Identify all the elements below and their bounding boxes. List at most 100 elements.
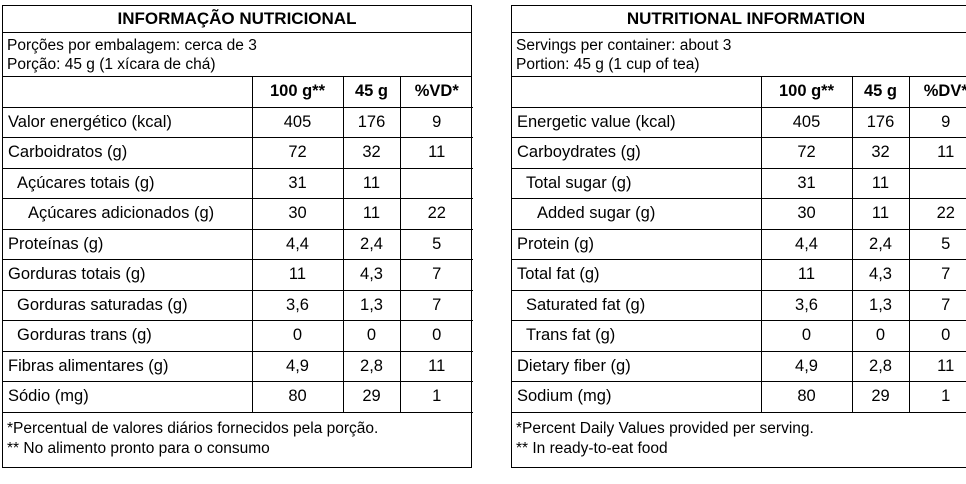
panel-title: INFORMAÇÃO NUTRICIONAL — [3, 6, 471, 33]
nutrient-name: Açúcares adicionados (g) — [3, 198, 253, 230]
daily-value-percent: 11 — [908, 350, 966, 382]
value-per-portion: 0 — [851, 320, 910, 352]
value-per-100g: 11 — [760, 259, 853, 291]
value-per-100g: 405 — [251, 106, 344, 138]
value-per-portion: 0 — [342, 320, 401, 352]
value-per-portion: 4,3 — [851, 259, 910, 291]
daily-value-percent: 22 — [399, 198, 473, 230]
nutrient-name: Gorduras totais (g) — [3, 259, 253, 291]
value-per-portion: 11 — [851, 198, 910, 230]
nutrient-row: Trans fat (g) 0 0 0 — [512, 320, 966, 352]
nutrient-name: Sodium (mg) — [512, 381, 762, 413]
nutrient-name: Total fat (g) — [512, 259, 762, 291]
servings-info: Porções por embalagem: cerca de 3 Porção… — [3, 33, 471, 77]
header-daily-value: %VD* — [399, 77, 473, 108]
value-per-portion: 11 — [342, 198, 401, 230]
servings-per-container: Servings per container: about 3 — [516, 37, 732, 54]
value-per-100g: 405 — [760, 106, 853, 138]
header-nutrient — [512, 77, 762, 108]
value-per-portion: 176 — [851, 106, 910, 138]
value-per-portion: 32 — [851, 137, 910, 169]
nutrient-row: Valor energético (kcal) 405 176 9 — [3, 106, 473, 138]
footnote-daily-value: *Percentual de valores diários fornecido… — [7, 419, 379, 437]
daily-value-percent: 11 — [908, 137, 966, 169]
daily-value-percent: 11 — [399, 137, 473, 169]
header-nutrient — [3, 77, 253, 108]
value-per-portion: 2,8 — [851, 350, 910, 382]
footnote-ready-to-eat: ** No alimento pronto para o consumo — [7, 439, 270, 457]
daily-value-percent: 0 — [399, 320, 473, 352]
daily-value-percent: 11 — [399, 350, 473, 382]
daily-value-percent: 1 — [908, 381, 966, 413]
value-per-portion: 4,3 — [342, 259, 401, 291]
value-per-portion: 11 — [851, 167, 910, 199]
header-row: 100 g** 45 g %VD* — [3, 77, 473, 108]
panel-title: NUTRITIONAL INFORMATION — [512, 6, 966, 33]
nutrient-name: Dietary fiber (g) — [512, 350, 762, 382]
value-per-portion: 176 — [342, 106, 401, 138]
daily-value-percent: 7 — [399, 259, 473, 291]
footnote-ready-to-eat: ** In ready-to-eat food — [516, 439, 668, 457]
nutrition-table: 100 g** 45 g %DV* Energetic value (kcal)… — [512, 77, 966, 413]
nutrient-name: Trans fat (g) — [512, 320, 762, 352]
nutrient-name: Carboydrates (g) — [512, 137, 762, 169]
nutrient-row: Total sugar (g) 31 11 — [512, 167, 966, 199]
header-per-portion: 45 g — [851, 77, 910, 108]
nutrition-panel-english: NUTRITIONAL INFORMATION Servings per con… — [511, 5, 966, 468]
footnotes: *Percent Daily Values provided per servi… — [512, 413, 966, 467]
nutrient-name: Total sugar (g) — [512, 167, 762, 199]
nutrient-row: Added sugar (g) 30 11 22 — [512, 198, 966, 230]
nutrient-row: Saturated fat (g) 3,6 1,3 7 — [512, 289, 966, 321]
nutrient-row: Açúcares totais (g) 31 11 — [3, 167, 473, 199]
value-per-100g: 0 — [760, 320, 853, 352]
daily-value-percent: 22 — [908, 198, 966, 230]
nutrient-row: Fibras alimentares (g) 4,9 2,8 11 — [3, 350, 473, 382]
nutrient-row: Carboidratos (g) 72 32 11 — [3, 137, 473, 169]
daily-value-percent — [908, 167, 966, 199]
value-per-100g: 4,4 — [760, 228, 853, 260]
value-per-portion: 11 — [342, 167, 401, 199]
servings-per-container: Porções por embalagem: cerca de 3 — [7, 37, 257, 54]
value-per-100g: 31 — [251, 167, 344, 199]
nutrient-row: Protein (g) 4,4 2,4 5 — [512, 228, 966, 260]
value-per-100g: 4,9 — [251, 350, 344, 382]
nutrient-row: Dietary fiber (g) 4,9 2,8 11 — [512, 350, 966, 382]
nutrient-row: Sodium (mg) 80 29 1 — [512, 381, 966, 413]
value-per-100g: 4,4 — [251, 228, 344, 260]
value-per-portion: 2,4 — [342, 228, 401, 260]
nutrition-table: 100 g** 45 g %VD* Valor energético (kcal… — [3, 77, 473, 413]
nutrient-name: Sódio (mg) — [3, 381, 253, 413]
value-per-100g: 4,9 — [760, 350, 853, 382]
value-per-100g: 31 — [760, 167, 853, 199]
value-per-100g: 3,6 — [760, 289, 853, 321]
nutrient-row: Proteínas (g) 4,4 2,4 5 — [3, 228, 473, 260]
daily-value-percent: 5 — [908, 228, 966, 260]
nutrient-name: Valor energético (kcal) — [3, 106, 253, 138]
value-per-100g: 72 — [251, 137, 344, 169]
portion-size: Portion: 45 g (1 cup of tea) — [516, 56, 700, 73]
footnote-daily-value: *Percent Daily Values provided per servi… — [516, 419, 814, 437]
header-per-portion: 45 g — [342, 77, 401, 108]
nutrient-name: Gorduras saturadas (g) — [3, 289, 253, 321]
servings-info: Servings per container: about 3 Portion:… — [512, 33, 966, 77]
value-per-100g: 80 — [760, 381, 853, 413]
daily-value-percent — [399, 167, 473, 199]
nutrient-name: Carboidratos (g) — [3, 137, 253, 169]
value-per-portion: 1,3 — [342, 289, 401, 321]
value-per-100g: 80 — [251, 381, 344, 413]
daily-value-percent: 1 — [399, 381, 473, 413]
nutrient-row: Energetic value (kcal) 405 176 9 — [512, 106, 966, 138]
header-per-100g: 100 g** — [760, 77, 853, 108]
daily-value-percent: 9 — [908, 106, 966, 138]
nutrient-row: Sódio (mg) 80 29 1 — [3, 381, 473, 413]
daily-value-percent: 9 — [399, 106, 473, 138]
daily-value-percent: 0 — [908, 320, 966, 352]
nutrient-name: Protein (g) — [512, 228, 762, 260]
value-per-portion: 2,8 — [342, 350, 401, 382]
value-per-100g: 30 — [251, 198, 344, 230]
nutrient-row: Açúcares adicionados (g) 30 11 22 — [3, 198, 473, 230]
value-per-100g: 0 — [251, 320, 344, 352]
nutrient-row: Carboydrates (g) 72 32 11 — [512, 137, 966, 169]
daily-value-percent: 7 — [908, 259, 966, 291]
portion-size: Porção: 45 g (1 xícara de chá) — [7, 56, 216, 73]
